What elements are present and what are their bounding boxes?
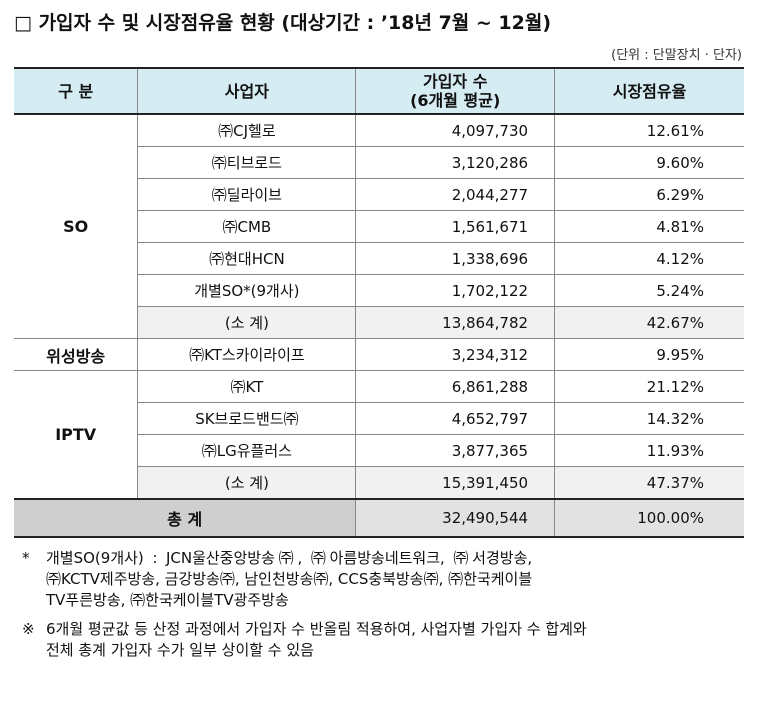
group-label: SO xyxy=(14,113,138,339)
share: 100.00% xyxy=(554,498,744,538)
note-line: 개별SO(9개사) : JCN울산중앙방송㈜, ㈜아름방송네트워크, ㈜서경방송… xyxy=(46,549,533,567)
subscribers: 32,490,544 xyxy=(355,498,555,538)
company: (소 계) xyxy=(137,466,356,500)
data-row: ㈜LG유플러스 3,877,365 11.93% xyxy=(14,434,744,467)
note: * 개별SO(9개사) : JCN울산중앙방송㈜, ㈜아름방송네트워크, ㈜서경방… xyxy=(22,548,738,611)
group-label: IPTV xyxy=(14,370,138,500)
subtotal-row: (소 계) 13,864,782 42.67% xyxy=(14,306,744,339)
company: ㈜KT xyxy=(137,370,356,403)
subscribers: 15,391,450 xyxy=(355,466,555,500)
subscribers: 1,702,122 xyxy=(355,274,555,307)
data-row: ㈜티브로드 3,120,286 9.60% xyxy=(14,146,744,179)
column-header-line: (6개월 평균) xyxy=(410,91,501,110)
title: □ 가입자 수 및 시장점유율 현황 (대상기간 : ’18년 7월 ~ 12월… xyxy=(14,12,552,34)
data-row: SO ㈜CJ헬로 4,097,730 12.61% xyxy=(14,113,744,339)
note-line: 전체 총계 가입자 수가 일부 상이할 수 있음 xyxy=(46,641,314,659)
subscribers: 6,861,288 xyxy=(355,370,555,403)
share: 11.93% xyxy=(554,434,744,467)
company: ㈜CJ헬로 xyxy=(137,113,356,147)
data-row: ㈜현대HCN 1,338,696 4.12% xyxy=(14,242,744,275)
company: ㈜티브로드 xyxy=(137,146,356,179)
company: 개별SO*(9개사) xyxy=(137,274,356,307)
note-line: ㈜KCTV제주방송, 금강방송㈜, 남인천방송㈜, CCS충북방송㈜, ㈜한국케… xyxy=(46,570,533,588)
share: 47.37% xyxy=(554,466,744,500)
share: 4.81% xyxy=(554,210,744,243)
company: ㈜CMB xyxy=(137,210,356,243)
note-marker: ※ xyxy=(22,620,35,638)
subscribers: 4,652,797 xyxy=(355,402,555,435)
share: 9.95% xyxy=(554,338,744,371)
total-label: 총 계 xyxy=(14,498,356,538)
company: (소 계) xyxy=(137,306,356,339)
column-header: 사업자 xyxy=(137,67,356,115)
column-header-line: 가입자 수 xyxy=(422,72,488,91)
data-row: 위성방송 ㈜KT스카이라이프 3,234,312 9.95% xyxy=(14,338,744,371)
subscriber-table: 구 분 사업자 가입자 수 (6개월 평균) 시장점유율 SO ㈜CJ헬로 4,097,73… xyxy=(14,67,744,538)
note-line: TV푸른방송, ㈜한국케이블TV광주방송 xyxy=(46,591,289,609)
column-header: 구 분 xyxy=(14,67,138,115)
subscribers: 4,097,730 xyxy=(355,113,555,147)
subscribers: 13,864,782 xyxy=(355,306,555,339)
company: ㈜현대HCN xyxy=(137,242,356,275)
note-text: 6개월 평균값 등 산정 과정에서 가입자 수 반올림 적용하여, 사업자별 가… xyxy=(46,619,587,661)
unit-note: (단위 : 단말장치 · 단자) xyxy=(611,48,742,63)
share: 21.12% xyxy=(554,370,744,403)
data-row: SK브로드밴드㈜ 4,652,797 14.32% xyxy=(14,402,744,435)
share: 5.24% xyxy=(554,274,744,307)
note-marker: * xyxy=(22,549,30,567)
share: 6.29% xyxy=(554,178,744,211)
subscribers: 3,877,365 xyxy=(355,434,555,467)
share: 42.67% xyxy=(554,306,744,339)
note: ※ 6개월 평균값 등 산정 과정에서 가입자 수 반올림 적용하여, 사업자별 … xyxy=(22,619,738,661)
subscribers: 1,561,671 xyxy=(355,210,555,243)
column-header: 시장점유율 xyxy=(554,67,744,115)
share: 14.32% xyxy=(554,402,744,435)
subscribers: 2,044,277 xyxy=(355,178,555,211)
subscribers: 3,234,312 xyxy=(355,338,555,371)
note-line: 6개월 평균값 등 산정 과정에서 가입자 수 반올림 적용하여, 사업자별 가… xyxy=(46,620,587,638)
share: 12.61% xyxy=(554,113,744,147)
company: SK브로드밴드㈜ xyxy=(137,402,356,435)
header-row: 구 분 사업자 가입자 수 (6개월 평균) 시장점유율 xyxy=(14,67,744,115)
data-row: 개별SO*(9개사) 1,702,122 5.24% xyxy=(14,274,744,307)
column-header: 가입자 수 (6개월 평균) xyxy=(355,67,555,115)
company: ㈜KT스카이라이프 xyxy=(137,338,356,371)
share: 4.12% xyxy=(554,242,744,275)
company: ㈜딜라이브 xyxy=(137,178,356,211)
company: ㈜LG유플러스 xyxy=(137,434,356,467)
notes: * 개별SO(9개사) : JCN울산중앙방송㈜, ㈜아름방송네트워크, ㈜서경방… xyxy=(22,548,738,669)
note-text: 개별SO(9개사) : JCN울산중앙방송㈜, ㈜아름방송네트워크, ㈜서경방송… xyxy=(46,548,532,611)
share: 9.60% xyxy=(554,146,744,179)
data-row: IPTV ㈜KT 6,861,288 21.12% xyxy=(14,370,744,500)
subscribers: 1,338,696 xyxy=(355,242,555,275)
subscribers: 3,120,286 xyxy=(355,146,555,179)
total-row: 총 계 32,490,544 100.00% xyxy=(14,498,744,538)
data-row: ㈜CMB 1,561,671 4.81% xyxy=(14,210,744,243)
group-label: 위성방송 xyxy=(14,338,138,371)
